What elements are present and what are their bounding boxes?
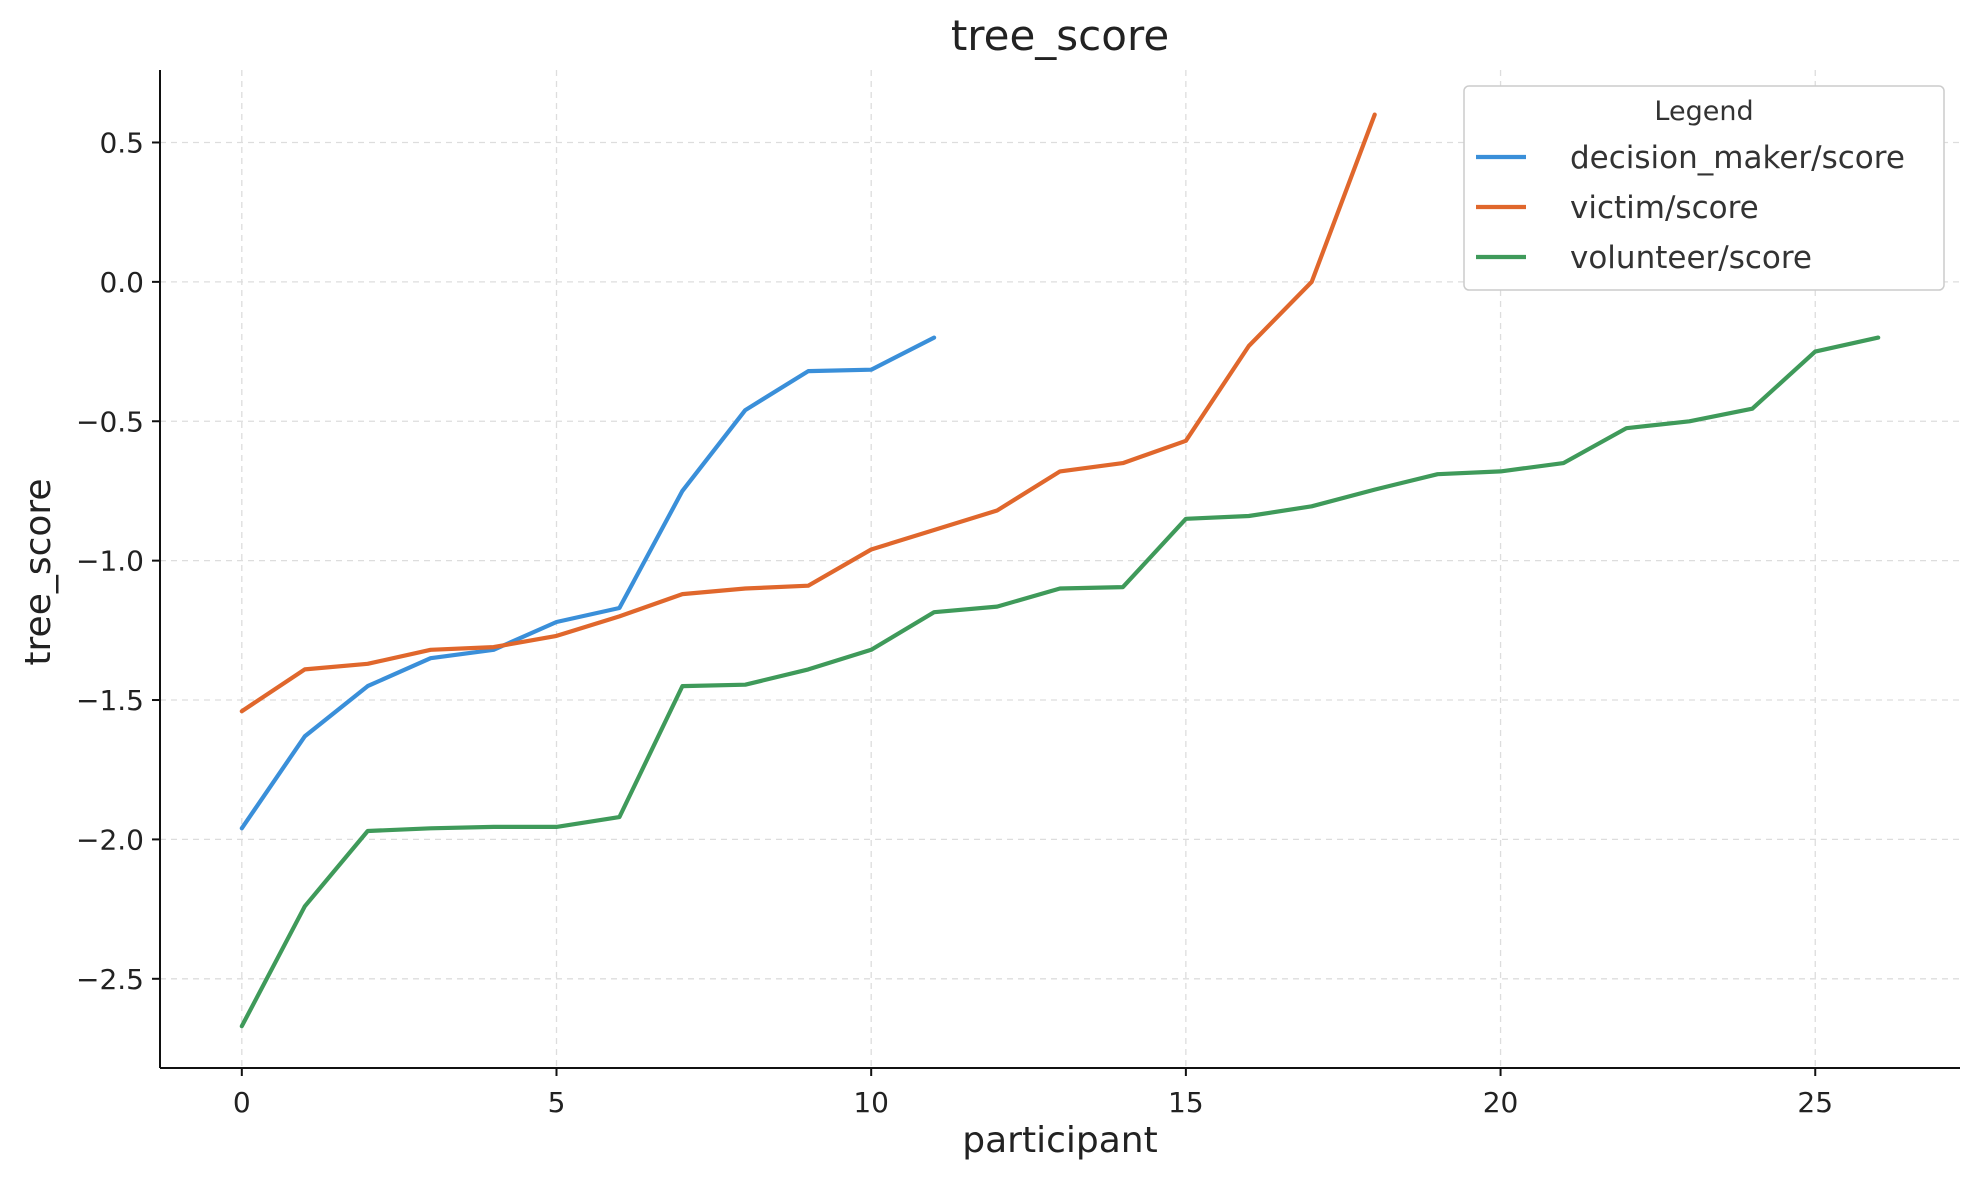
legend-title: Legend xyxy=(1654,96,1753,127)
chart-title: tree_score xyxy=(951,11,1169,60)
x-tick-label: 0 xyxy=(233,1086,251,1119)
y-tick-label: −1.0 xyxy=(76,545,144,578)
y-tick-label: −2.5 xyxy=(76,963,144,996)
legend-frame xyxy=(1463,85,1945,291)
axes: 0 5 10 15 20 25 0.5 0.0 −0.5 −1.0 −1.5 −2.0 −2.5 xyxy=(76,70,1960,1119)
y-tick-label: −0.5 xyxy=(76,405,144,438)
y-tick-label: 0.0 xyxy=(99,266,144,299)
y-axis-title: tree_score xyxy=(18,478,59,665)
y-tick-label: −1.5 xyxy=(76,684,144,717)
x-tick-label: 20 xyxy=(1483,1086,1519,1119)
x-tick-label: 5 xyxy=(548,1086,566,1119)
series-line-victim-score xyxy=(239,112,1377,714)
y-tick-label: −2.0 xyxy=(76,823,144,856)
legend-label: volunteer/score xyxy=(1570,240,1812,276)
y-tick-label: 0.5 xyxy=(99,126,144,159)
x-tick-label: 15 xyxy=(1168,1086,1204,1119)
series-line-volunteer-score xyxy=(239,335,1881,1029)
x-tick-label: 25 xyxy=(1797,1086,1833,1119)
legend-label: victim/score xyxy=(1570,190,1759,226)
series-line-decision-maker-score xyxy=(239,335,937,831)
legend: Legend decision_maker/score victim/score v… xyxy=(1463,85,1945,291)
x-axis-title: participant xyxy=(962,1120,1157,1161)
series-lines xyxy=(239,112,1881,1029)
legend-label: decision_maker/score xyxy=(1570,140,1905,176)
x-tick-label: 10 xyxy=(853,1086,889,1119)
